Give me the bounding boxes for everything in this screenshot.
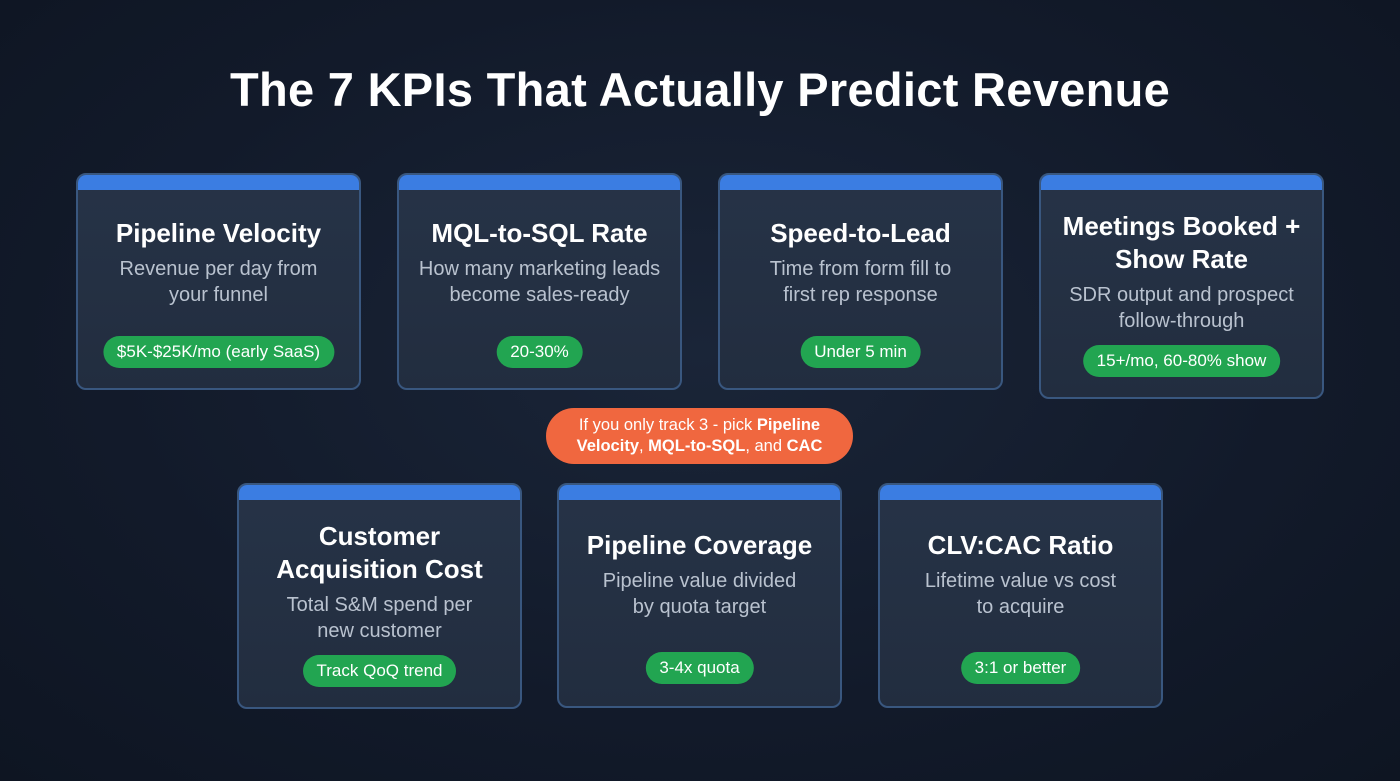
kpi-card-speed-to-lead: Speed-to-Lead Time from form fill to fir… xyxy=(718,173,1003,390)
card-accent-bar xyxy=(559,485,840,500)
kpi-card-meetings-booked: Meetings Booked + Show Rate SDR output a… xyxy=(1039,173,1324,399)
kpi-description: Time from form fill to first rep respons… xyxy=(769,258,952,306)
kpi-title: Pipeline Velocity xyxy=(115,218,322,248)
kpi-title: MQL-to-SQL Rate xyxy=(431,218,648,248)
kpi-card-cac: Customer Acquisition Cost Total S&M spen… xyxy=(237,483,522,709)
kpi-title: CLV:CAC Ratio xyxy=(927,530,1114,560)
kpi-description: Revenue per day from your funnel xyxy=(119,258,318,306)
kpi-title: Pipeline Coverage xyxy=(586,530,813,560)
kpi-benchmark-badge: 3-4x quota xyxy=(645,652,754,684)
kpi-title: Customer Acquisition Cost xyxy=(276,521,483,584)
card-accent-bar xyxy=(880,485,1161,500)
kpi-benchmark-badge: 3:1 or better xyxy=(960,652,1081,684)
kpi-card-pipeline-coverage: Pipeline Coverage Pipeline value divided… xyxy=(557,483,842,708)
page-title: The 7 KPIs That Actually Predict Revenue xyxy=(229,63,1171,116)
kpi-description: Total S&M spend per new customer xyxy=(286,594,473,642)
card-accent-bar xyxy=(239,485,520,500)
callout-highlight: CAC xyxy=(786,437,823,455)
kpi-description: Pipeline value divided by quota target xyxy=(602,570,797,618)
kpi-card-clv-cac: CLV:CAC Ratio Lifetime value vs cost to … xyxy=(878,483,1163,708)
kpi-benchmark-badge: $5K-$25K/mo (early SaaS) xyxy=(102,336,335,368)
callout-text: , and xyxy=(745,437,787,455)
callout-text: If you only track 3 - pick xyxy=(578,416,757,434)
card-accent-bar xyxy=(1041,175,1322,190)
kpi-description: How many marketing leads become sales-re… xyxy=(418,258,661,306)
kpi-benchmark-badge: 20-30% xyxy=(496,336,583,368)
card-accent-bar xyxy=(720,175,1001,190)
kpi-benchmark-badge: Under 5 min xyxy=(800,336,921,368)
callout-text: , xyxy=(639,437,649,455)
callout-highlight: Pipeline Velocity xyxy=(576,416,821,455)
card-accent-bar xyxy=(78,175,359,190)
kpi-description: Lifetime value vs cost to acquire xyxy=(924,570,1117,618)
kpi-card-pipeline-velocity: Pipeline Velocity Revenue per day from y… xyxy=(76,173,361,390)
kpi-description: SDR output and prospect follow-through xyxy=(1069,284,1294,332)
card-accent-bar xyxy=(399,175,680,190)
kpi-title: Meetings Booked + Show Rate xyxy=(1062,211,1301,274)
kpi-benchmark-badge: Track QoQ trend xyxy=(302,655,457,687)
top-3-callout: If you only track 3 - pick Pipeline Velo… xyxy=(546,408,853,464)
kpi-title: Speed-to-Lead xyxy=(770,218,951,248)
kpi-card-mql-to-sql: MQL-to-SQL Rate How many marketing leads… xyxy=(397,173,682,390)
kpi-benchmark-badge: 15+/mo, 60-80% show xyxy=(1082,345,1281,377)
callout-highlight: MQL-to-SQL xyxy=(648,437,746,455)
